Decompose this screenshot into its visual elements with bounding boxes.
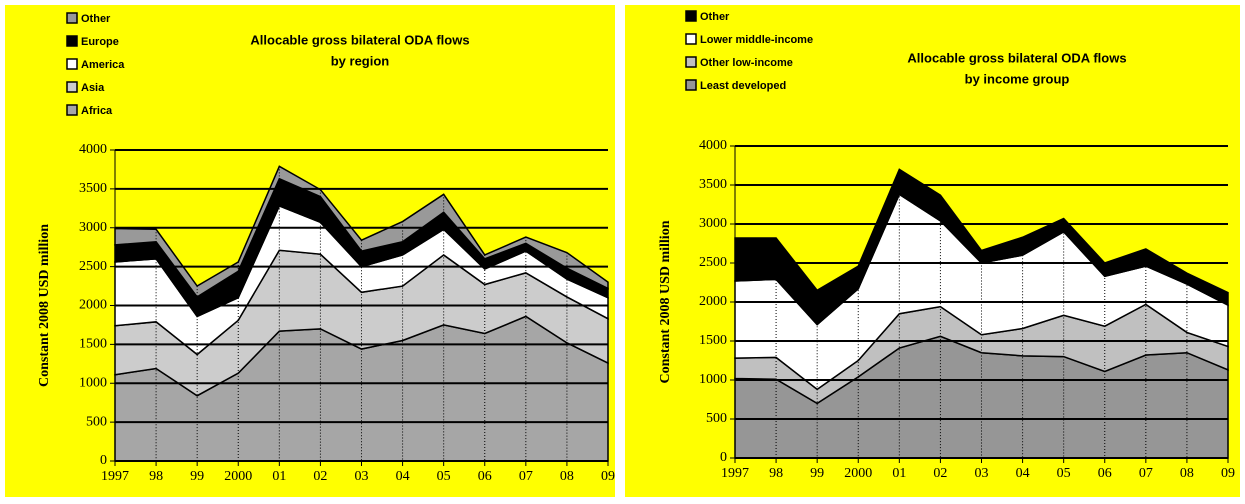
y-tick-label: 0 xyxy=(100,453,107,468)
y-tick-label: 3500 xyxy=(79,181,107,196)
x-tick-label: 03 xyxy=(975,466,989,481)
y-tick-label: 0 xyxy=(720,450,727,465)
y-tick-label: 500 xyxy=(86,414,107,429)
x-tick-label: 98 xyxy=(769,466,783,481)
y-tick-label: 1500 xyxy=(79,337,107,352)
x-tick-label: 04 xyxy=(1016,466,1030,481)
legend-swatch xyxy=(685,33,697,45)
x-tick-label: 01 xyxy=(272,469,286,484)
chart-subtitle: by income group xyxy=(965,71,1070,86)
legend-label: Africa xyxy=(81,105,113,117)
x-tick-label: 1997 xyxy=(101,469,129,484)
legend-label: Lower middle-income xyxy=(700,34,813,46)
x-tick-label: 03 xyxy=(355,469,369,484)
x-tick-label: 2000 xyxy=(844,466,872,481)
y-tick-label: 2500 xyxy=(699,255,727,270)
y-tick-label: 3000 xyxy=(699,216,727,231)
y-axis-label: Constant 2008 USD million xyxy=(37,224,52,387)
legend-swatch xyxy=(685,10,697,22)
legend-label: America xyxy=(81,59,125,71)
legend-label: Other xyxy=(81,13,111,25)
legend-swatch xyxy=(66,12,78,24)
x-tick-label: 07 xyxy=(1139,466,1153,481)
chart-title: Allocable gross bilateral ODA flows xyxy=(907,50,1126,65)
legend-swatch xyxy=(685,56,697,68)
y-tick-label: 4000 xyxy=(79,142,107,157)
x-tick-label: 98 xyxy=(149,469,163,484)
x-tick-label: 02 xyxy=(313,469,327,484)
x-tick-label: 2000 xyxy=(224,469,252,484)
area xyxy=(734,168,1229,326)
legend-label: Asia xyxy=(81,82,105,94)
y-tick-label: 500 xyxy=(706,411,727,426)
x-tick-label: 08 xyxy=(1180,466,1194,481)
x-tick-label: 09 xyxy=(601,469,615,484)
x-tick-label: 04 xyxy=(396,469,410,484)
x-tick-label: 05 xyxy=(437,469,451,484)
legend-swatch xyxy=(66,35,78,47)
y-tick-label: 2500 xyxy=(79,259,107,274)
legend-swatch xyxy=(66,104,78,116)
y-tick-label: 3500 xyxy=(699,177,727,192)
legend-swatch xyxy=(66,81,78,93)
x-tick-label: 99 xyxy=(190,469,204,484)
area xyxy=(114,165,609,298)
x-tick-label: 07 xyxy=(519,469,533,484)
x-tick-label: 09 xyxy=(1221,466,1235,481)
chart-subtitle: by region xyxy=(331,53,390,68)
y-tick-label: 1000 xyxy=(79,375,107,390)
x-tick-label: 06 xyxy=(1098,466,1112,481)
legend-label: Other xyxy=(700,11,730,23)
x-tick-label: 06 xyxy=(478,469,492,484)
x-tick-label: 08 xyxy=(560,469,574,484)
y-axis-label: Constant 2008 USD million xyxy=(658,220,673,383)
legend-swatch xyxy=(685,79,697,91)
x-tick-label: 05 xyxy=(1057,466,1071,481)
y-tick-label: 3000 xyxy=(79,220,107,235)
x-tick-label: 02 xyxy=(933,466,947,481)
x-tick-label: 1997 xyxy=(721,466,749,481)
chart-title: Allocable gross bilateral ODA flows xyxy=(250,32,469,47)
legend-label: Other low-income xyxy=(700,57,793,69)
x-tick-label: 01 xyxy=(892,466,906,481)
y-tick-label: 1500 xyxy=(699,333,727,348)
legend-label: Europe xyxy=(81,36,119,48)
x-tick-label: 99 xyxy=(810,466,824,481)
y-tick-label: 1000 xyxy=(699,372,727,387)
legend-swatch xyxy=(66,58,78,70)
y-tick-label: 4000 xyxy=(699,138,727,153)
legend-label: Least developed xyxy=(700,80,786,92)
y-tick-label: 2000 xyxy=(79,298,107,313)
y-tick-label: 2000 xyxy=(699,294,727,309)
